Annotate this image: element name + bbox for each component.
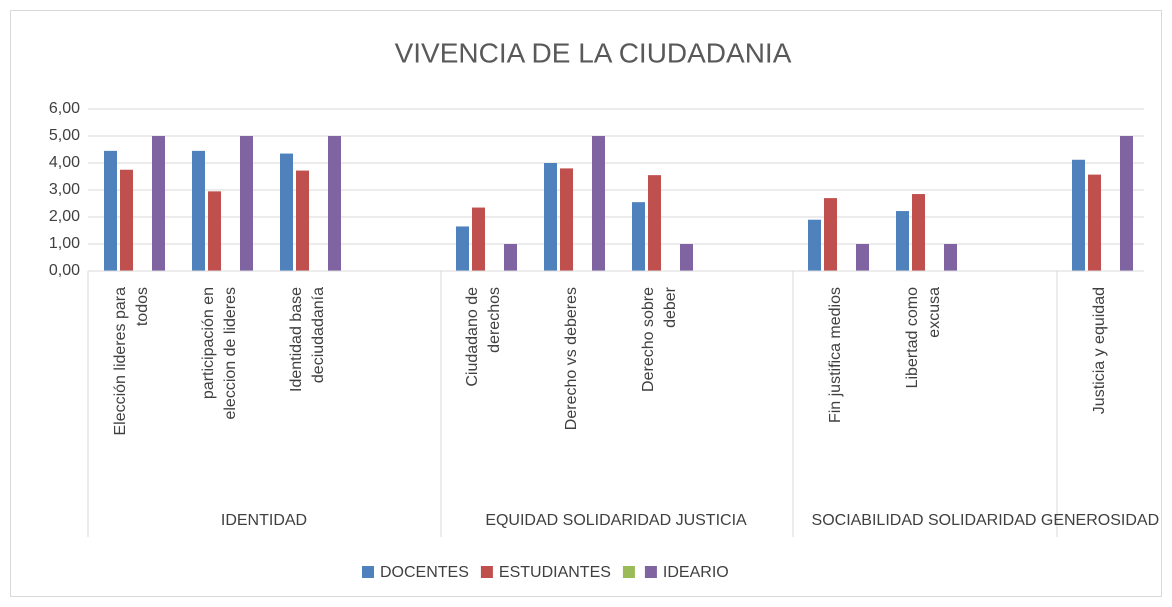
- y-tick-label: 1,00: [49, 235, 80, 252]
- y-tick-label: 4,00: [49, 154, 80, 171]
- legend-label: ESTUDIANTES: [499, 564, 611, 581]
- group-label: SOCIABILIDAD SOLIDARIDAD: [812, 512, 1037, 529]
- bar: [120, 169, 133, 271]
- bar: [1088, 174, 1101, 271]
- x-tick-label: Derecho vs deberes: [563, 287, 580, 430]
- x-tick-label: Derecho sobre deber: [640, 286, 679, 392]
- x-tick-label: Elección lideres para todos: [112, 287, 151, 436]
- bar: [192, 150, 205, 271]
- legend-swatch: [622, 566, 635, 578]
- bar: [856, 244, 869, 271]
- bar: [592, 136, 605, 271]
- bar: [208, 191, 221, 271]
- y-tick-label: 5,00: [49, 127, 80, 144]
- legend-swatch: [362, 566, 374, 578]
- bar: [152, 136, 165, 271]
- bar: [648, 175, 661, 271]
- bar: [296, 170, 309, 271]
- group-label: EQUIDAD SOLIDARIDAD JUSTICIA: [485, 512, 747, 529]
- bar: [824, 198, 837, 271]
- bar: [504, 244, 517, 271]
- x-tick-label: Fin justifica medios: [827, 287, 844, 423]
- bar: [1072, 159, 1085, 271]
- legend-swatch: [644, 566, 657, 578]
- y-tick-label: 6,00: [49, 100, 80, 117]
- bar: [544, 163, 557, 271]
- legend-label: DOCENTES: [380, 564, 469, 581]
- y-tick-label: 0,00: [49, 262, 80, 279]
- bar: [280, 153, 293, 271]
- chart-title: VIVENCIA DE LA CIUDADANIA: [395, 37, 792, 68]
- bar: [632, 202, 645, 271]
- bar: [104, 150, 117, 271]
- bar: [1120, 136, 1133, 271]
- bar: [912, 194, 925, 271]
- chart-border: [10, 10, 1162, 597]
- bar: [560, 168, 573, 271]
- bar: [896, 211, 909, 271]
- y-tick-label: 2,00: [49, 208, 80, 225]
- x-tick-label: Ciudadano de derechos: [464, 287, 503, 387]
- bar: [680, 244, 693, 271]
- legend-swatch: [480, 566, 493, 578]
- x-tick-label: Libertad como excusa: [904, 287, 943, 388]
- y-tick-label: 3,00: [49, 181, 80, 198]
- group-label: GENEROSIDAD: [1041, 512, 1159, 529]
- group-label: IDENTIDAD: [221, 512, 307, 529]
- bar: [328, 136, 341, 271]
- legend-label: IDEARIO: [663, 564, 729, 581]
- bar: [472, 207, 485, 271]
- x-tick-label: Identidad base deciudadanía: [288, 287, 327, 392]
- bar: [808, 219, 821, 271]
- bar: [944, 244, 957, 271]
- x-tick-label: Justicia y equidad: [1091, 287, 1108, 414]
- x-tick-label: participación en eleccion de lideres: [200, 287, 239, 420]
- bar: [456, 226, 469, 271]
- bar: [240, 136, 253, 271]
